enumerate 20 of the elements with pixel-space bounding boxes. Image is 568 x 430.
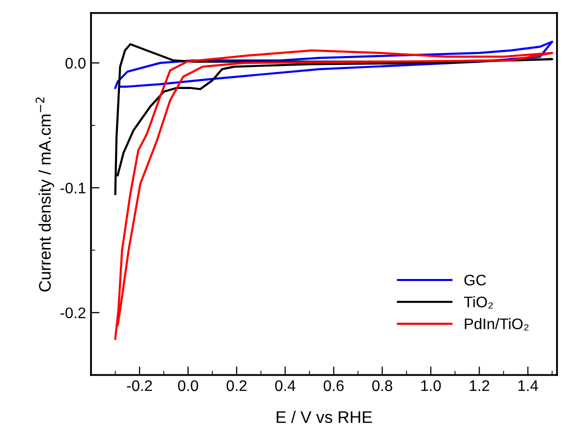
x-tick-label: 0.4: [275, 380, 296, 392]
x-tick-label: 0.0: [178, 380, 198, 392]
y-tick-label: -0.1: [60, 182, 86, 194]
x-tick-label: 0.6: [324, 380, 344, 392]
line-series: [114, 49, 554, 340]
x-tick-label: -0.2: [127, 380, 152, 392]
legend-label: TiO₂: [464, 296, 493, 309]
x-tick-label: 1.2: [470, 380, 490, 391]
legend-label: GC: [464, 274, 486, 286]
x-tick-label: 0.8: [372, 380, 392, 392]
x-tick-label: 1.4: [518, 380, 538, 391]
line-series: [114, 40, 554, 89]
x-axis-title: E / V vs RHE: [276, 410, 372, 424]
y-tick-label: 0.0: [66, 58, 86, 69]
legend-label: PdIn/TiO₂: [464, 318, 529, 330]
line-series: [114, 43, 554, 196]
y-tick-label: -0.2: [60, 307, 86, 318]
x-tick-label: 1.0: [421, 380, 441, 392]
x-tick-label: 0.2: [226, 380, 246, 392]
y-axis-title: Current density / mA.cm$^{−2}$: [36, 97, 54, 292]
